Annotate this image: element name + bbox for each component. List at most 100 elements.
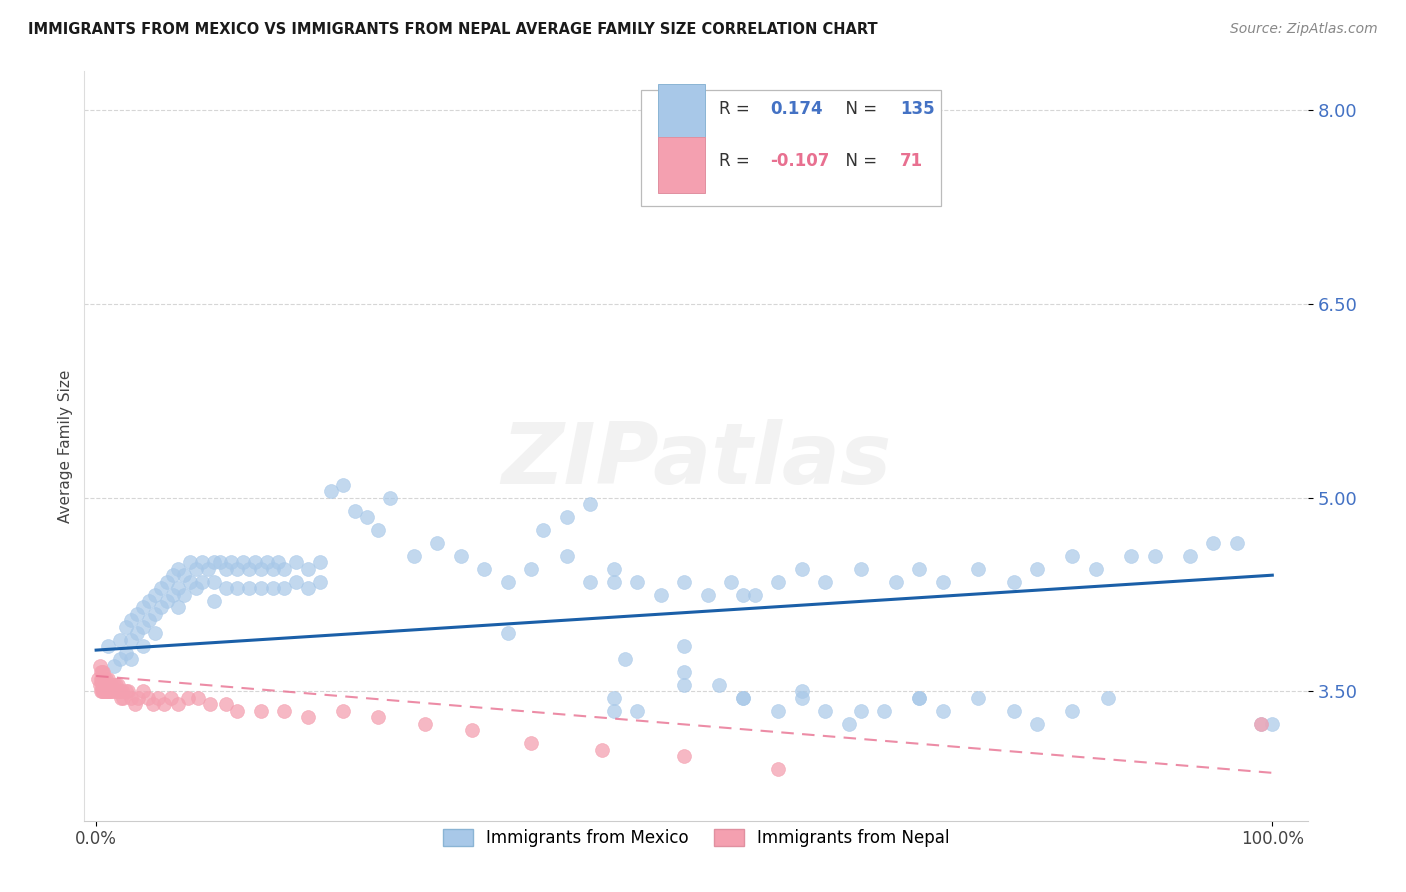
Point — [97, 684, 120, 698]
Point — [1250, 716, 1272, 731]
Point — [321, 484, 343, 499]
Point — [908, 690, 931, 705]
Point — [167, 581, 190, 595]
Point — [356, 510, 378, 524]
Point — [138, 594, 160, 608]
Point — [197, 562, 219, 576]
Point — [127, 607, 149, 621]
Point — [602, 562, 624, 576]
Point — [673, 574, 696, 589]
Point — [156, 574, 179, 589]
Point — [1026, 562, 1049, 576]
Point — [520, 736, 543, 750]
Point — [1084, 562, 1107, 576]
Point — [191, 555, 214, 569]
Point — [162, 568, 184, 582]
Point — [731, 588, 754, 602]
Point — [153, 698, 176, 712]
Point — [94, 678, 117, 692]
Point — [602, 690, 624, 705]
Point — [744, 588, 766, 602]
Point — [91, 678, 114, 692]
Point — [249, 562, 271, 576]
Point — [114, 646, 136, 660]
Point — [111, 684, 134, 698]
Text: N =: N = — [835, 100, 883, 118]
Point — [162, 588, 184, 602]
Point — [91, 684, 114, 698]
Point — [173, 568, 195, 582]
Point — [967, 690, 990, 705]
Point — [238, 562, 260, 576]
Point — [149, 600, 172, 615]
Point — [156, 594, 179, 608]
Point — [105, 684, 128, 698]
Point — [297, 562, 319, 576]
Point — [731, 690, 754, 705]
Point — [1062, 549, 1084, 563]
Point — [249, 704, 271, 718]
Point — [1062, 704, 1084, 718]
Point — [103, 678, 125, 692]
Point — [132, 620, 155, 634]
Point — [1250, 716, 1272, 731]
Point — [90, 684, 112, 698]
Point — [208, 555, 231, 569]
Point — [124, 698, 146, 712]
Point — [143, 626, 166, 640]
Point — [120, 690, 142, 705]
Point — [167, 600, 190, 615]
FancyBboxPatch shape — [658, 85, 704, 141]
Point — [908, 690, 931, 705]
Point — [308, 555, 330, 569]
Point — [1026, 716, 1049, 731]
Point — [262, 562, 284, 576]
Point — [127, 690, 149, 705]
Point — [142, 698, 165, 712]
Point — [108, 684, 131, 698]
Text: -0.107: -0.107 — [770, 153, 830, 170]
Point — [91, 665, 114, 679]
Point — [187, 690, 209, 705]
Point — [243, 555, 266, 569]
Point — [120, 632, 142, 647]
Point — [90, 665, 112, 679]
Point — [709, 678, 731, 692]
Point — [97, 678, 120, 692]
Point — [1002, 574, 1025, 589]
Text: ZIPatlas: ZIPatlas — [501, 419, 891, 502]
Point — [768, 704, 790, 718]
Point — [673, 749, 696, 764]
Point — [93, 672, 115, 686]
Point — [184, 562, 207, 576]
Point — [731, 690, 754, 705]
Point — [1178, 549, 1201, 563]
Point — [673, 678, 696, 692]
Point — [267, 555, 290, 569]
Text: R =: R = — [720, 153, 755, 170]
Point — [90, 672, 112, 686]
Point — [127, 626, 149, 640]
Point — [91, 684, 114, 698]
Point — [838, 716, 860, 731]
Point — [1261, 716, 1284, 731]
Point — [143, 607, 166, 621]
Point — [531, 523, 554, 537]
Point — [167, 562, 190, 576]
Text: 71: 71 — [900, 153, 924, 170]
Point — [768, 574, 790, 589]
Point — [1002, 704, 1025, 718]
Point — [932, 704, 955, 718]
Point — [273, 581, 295, 595]
Y-axis label: Average Family Size: Average Family Size — [58, 369, 73, 523]
Text: 0.174: 0.174 — [770, 100, 823, 118]
Point — [160, 690, 183, 705]
Point — [89, 678, 111, 692]
Point — [214, 562, 236, 576]
Text: Source: ZipAtlas.com: Source: ZipAtlas.com — [1230, 22, 1378, 37]
Point — [790, 562, 813, 576]
Point — [149, 581, 172, 595]
Point — [93, 684, 115, 698]
Point — [202, 594, 225, 608]
Point — [402, 549, 425, 563]
